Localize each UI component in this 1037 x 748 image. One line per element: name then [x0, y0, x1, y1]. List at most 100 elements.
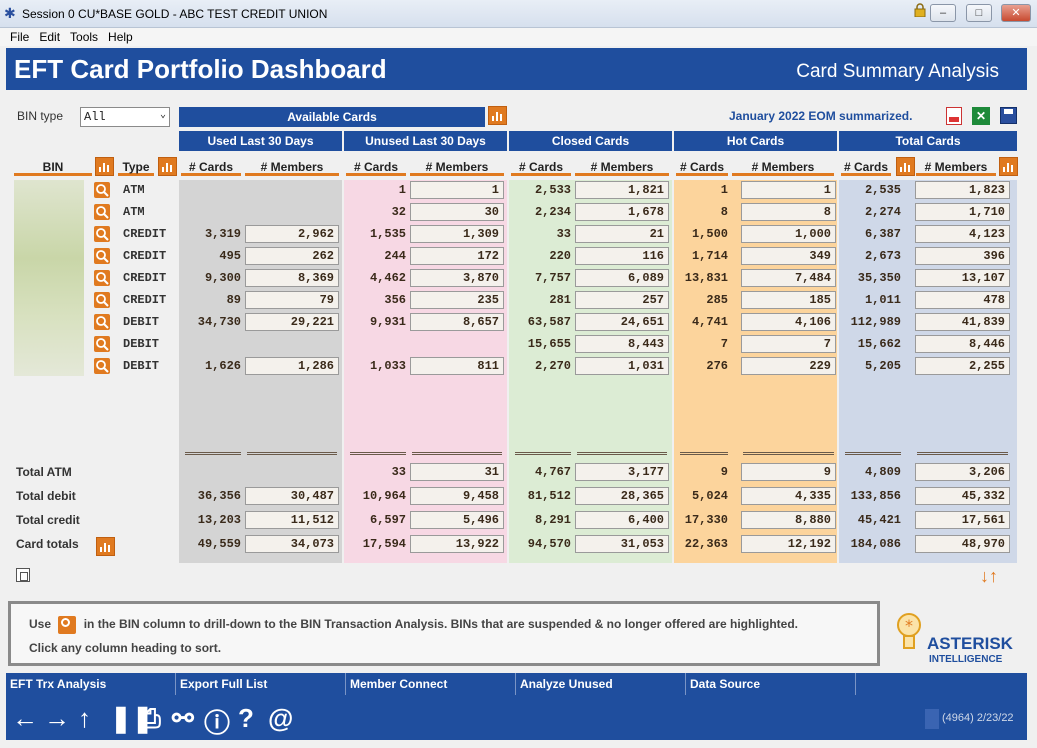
used-cards-cell: 89 — [226, 293, 241, 307]
drill-down-icon[interactable] — [94, 314, 110, 330]
link-icon[interactable]: ⚯ — [172, 703, 194, 733]
col-closed-members[interactable]: # Members — [575, 158, 669, 176]
group-closed[interactable]: Closed Cards — [509, 131, 672, 151]
total-cards-chart-icon[interactable] — [896, 157, 915, 176]
menu-edit[interactable]: Edit — [39, 30, 61, 44]
closed-total-members: 3,177 — [575, 463, 669, 481]
email-icon[interactable]: @ — [268, 703, 294, 733]
menu-help[interactable]: Help — [108, 30, 133, 44]
closed-total-cards: 94,570 — [527, 537, 571, 551]
minimize-button[interactable]: ‒ — [930, 4, 956, 22]
used-cards-cell: 3,319 — [204, 227, 241, 241]
unused-cards-cell: 244 — [384, 249, 406, 263]
func-eft-trx-analysis[interactable]: EFT Trx Analysis — [6, 673, 176, 695]
total-cards-cell: 6,387 — [864, 227, 901, 241]
menu-file[interactable]: File — [10, 30, 30, 44]
group-hot[interactable]: Hot Cards — [674, 131, 837, 151]
col-total-members[interactable]: # Members — [916, 158, 996, 176]
sort-arrows-icon[interactable]: ↓↑ — [980, 566, 998, 586]
used-cards-cell: 495 — [219, 249, 241, 263]
used-members-cell: 262 — [245, 247, 339, 265]
drill-down-icon[interactable] — [94, 204, 110, 220]
unused-total-members: 13,922 — [410, 535, 504, 553]
func-data-source[interactable]: Data Source — [686, 673, 856, 695]
menu-tools[interactable]: Tools — [70, 30, 99, 44]
col-total-cards[interactable]: # Cards — [841, 158, 891, 176]
hot-cards-cell: 285 — [706, 293, 728, 307]
drill-down-icon[interactable] — [94, 292, 110, 308]
col-used-cards[interactable]: # Cards — [181, 158, 241, 176]
total-cards-cell: 35,350 — [857, 271, 901, 285]
page-title: EFT Card Portfolio Dashboard — [14, 54, 387, 84]
bar-chart-icon[interactable] — [488, 106, 507, 125]
col-hot-cards[interactable]: # Cards — [676, 158, 728, 176]
total-separator — [577, 452, 667, 455]
col-unused-members[interactable]: # Members — [410, 158, 504, 176]
total-members-cell: 478 — [915, 291, 1010, 309]
up-arrow-icon[interactable]: ↑ — [78, 703, 91, 733]
used-total-members: 30,487 — [245, 487, 339, 505]
hot-members-cell: 1 — [741, 181, 836, 199]
help-icon[interactable]: ? — [238, 703, 254, 733]
hot-members-cell: 229 — [741, 357, 836, 375]
function-bar: EFT Trx Analysis Export Full List Member… — [6, 673, 1027, 695]
card-totals-chart-icon[interactable] — [96, 537, 115, 556]
print-icon[interactable]: ⎙ — [140, 703, 161, 733]
func-analyze-unused[interactable]: Analyze Unused — [516, 673, 686, 695]
maximize-button[interactable]: □ — [966, 4, 992, 22]
group-total[interactable]: Total Cards — [839, 131, 1017, 151]
type-chart-icon[interactable] — [158, 157, 177, 176]
col-unused-cards[interactable]: # Cards — [346, 158, 406, 176]
closed-members-cell: 1,821 — [575, 181, 669, 199]
total-members-chart-icon[interactable] — [999, 157, 1018, 176]
info-line1-post: in the BIN column to drill-down to the B… — [83, 617, 798, 632]
info-icon[interactable]: ⓘ — [204, 708, 231, 738]
hot-cards-cell: 7 — [720, 337, 728, 351]
total-separator — [743, 452, 834, 455]
unused-members-cell: 172 — [410, 247, 504, 265]
drill-down-icon[interactable] — [94, 336, 110, 352]
total-cards-cell: 15,662 — [857, 337, 901, 351]
save-icon[interactable] — [1000, 107, 1017, 124]
pause-icon[interactable]: ❚❚ — [110, 703, 154, 733]
drill-down-icon[interactable] — [94, 182, 110, 198]
closed-members-cell: 1,678 — [575, 203, 669, 221]
total-members-cell: 396 — [915, 247, 1010, 265]
hot-total-members: 9 — [741, 463, 836, 481]
pdf-icon[interactable] — [946, 107, 962, 125]
drill-down-icon[interactable] — [94, 270, 110, 286]
closed-members-cell: 21 — [575, 225, 669, 243]
row-type: DEBIT — [123, 359, 160, 373]
closed-cards-cell: 7,757 — [534, 271, 571, 285]
group-used[interactable]: Used Last 30 Days — [179, 131, 342, 151]
unused-total-members: 9,458 — [410, 487, 504, 505]
copy-icon[interactable] — [16, 568, 30, 582]
bin-chart-icon[interactable] — [95, 157, 114, 176]
drill-down-icon[interactable] — [94, 248, 110, 264]
col-bin[interactable]: BIN — [14, 158, 92, 176]
closed-total-cards: 4,767 — [534, 465, 571, 479]
unused-members-cell: 1,309 — [410, 225, 504, 243]
status-text: January 2022 EOM summarized. — [729, 109, 913, 123]
drill-down-icon[interactable] — [94, 226, 110, 242]
total-label: Total debit — [16, 489, 76, 503]
excel-icon[interactable]: ✕ — [972, 107, 990, 125]
row-type: CREDIT — [123, 227, 167, 241]
col-hot-members[interactable]: # Members — [732, 158, 834, 176]
forward-arrow-icon[interactable]: → — [44, 703, 70, 733]
bin-type-select[interactable]: All ⌄ — [80, 107, 170, 127]
total-cards-cell: 5,205 — [864, 359, 901, 373]
col-closed-cards[interactable]: # Cards — [511, 158, 571, 176]
back-arrow-icon[interactable]: ← — [12, 703, 38, 733]
func-member-connect[interactable]: Member Connect — [346, 673, 516, 695]
drill-down-icon[interactable] — [94, 358, 110, 374]
close-button[interactable]: ✕ — [1001, 4, 1031, 22]
group-unused[interactable]: Unused Last 30 Days — [344, 131, 507, 151]
func-export-full-list[interactable]: Export Full List — [176, 673, 346, 695]
chevron-down-icon: ⌄ — [159, 110, 166, 121]
hot-members-cell: 4,106 — [741, 313, 836, 331]
col-used-members[interactable]: # Members — [245, 158, 339, 176]
col-type[interactable]: Type — [118, 158, 154, 176]
session-indicator — [925, 709, 939, 729]
closed-members-cell: 6,089 — [575, 269, 669, 287]
